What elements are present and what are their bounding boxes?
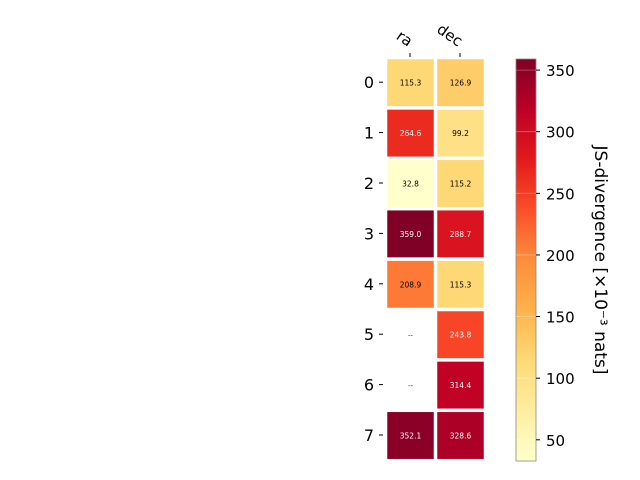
colorbar-tick-label: 350 bbox=[546, 62, 575, 80]
heatmap-cell bbox=[387, 109, 434, 157]
colorbar-tick-label: 300 bbox=[546, 124, 575, 142]
cell-value-label: 115.2 bbox=[450, 180, 472, 189]
cell-value-label: 352.1 bbox=[400, 432, 422, 441]
heatmap-cell bbox=[437, 210, 484, 258]
colorbar-tick-label: 50 bbox=[546, 432, 565, 450]
cell-value-label: 243.8 bbox=[450, 331, 472, 340]
cell-value-label: 328.6 bbox=[450, 432, 472, 441]
cell-value-label: 314.4 bbox=[450, 381, 472, 390]
row-label: 0 bbox=[364, 73, 374, 92]
row-label: 4 bbox=[364, 275, 374, 294]
colorbar: JS-divergence [×10⁻³ nats] 50 100 150 200 25… bbox=[515, 58, 610, 462]
heatmap-cell bbox=[437, 412, 484, 459]
heatmap-cell bbox=[387, 412, 434, 459]
row-label: 7 bbox=[364, 426, 374, 445]
heatmap-grid: ra dec 0 1 2 3 4 5 6 7 115.3 126.9 264.6 99.2 32.8 115.… bbox=[364, 20, 484, 459]
cell-value-label: 99.2 bbox=[452, 129, 469, 138]
heatmap-cell bbox=[437, 160, 484, 207]
cell-value-label: 208.9 bbox=[400, 280, 422, 289]
row-label: 2 bbox=[364, 174, 374, 193]
heatmap-cell bbox=[387, 160, 434, 207]
cell-value-label: 115.3 bbox=[450, 280, 472, 289]
colorbar-tick-label: 150 bbox=[546, 309, 575, 327]
heatmap-cell bbox=[437, 59, 484, 107]
colorbar-tick-label: 200 bbox=[546, 247, 575, 265]
heatmap-cell bbox=[437, 361, 484, 409]
col-label: ra bbox=[393, 27, 416, 51]
row-label: 5 bbox=[364, 325, 374, 344]
cell-value-label: 126.9 bbox=[450, 79, 472, 88]
cell-value-label: 288.7 bbox=[450, 230, 472, 239]
missing-cell-label: -- bbox=[408, 332, 414, 340]
heatmap-cell bbox=[387, 59, 434, 107]
heatmap-cell bbox=[437, 109, 484, 157]
col-label: dec bbox=[434, 20, 466, 50]
heatmap-cell bbox=[387, 210, 434, 258]
row-label: 3 bbox=[364, 224, 374, 243]
heatmap-cell bbox=[437, 260, 484, 308]
colorbar-label: JS-divergence [×10⁻³ nats] bbox=[590, 145, 610, 375]
missing-cell-label: -- bbox=[408, 382, 414, 390]
cell-value-label: 359.0 bbox=[400, 230, 422, 239]
colorbar-gradient bbox=[515, 58, 537, 462]
cell-value-label: 32.8 bbox=[402, 180, 419, 189]
heatmap-cell bbox=[387, 260, 434, 308]
colorbar-tick-label: 100 bbox=[546, 370, 575, 388]
cell-value-label: 115.3 bbox=[400, 79, 422, 88]
row-label: 6 bbox=[364, 376, 374, 395]
heatmap-cell bbox=[437, 311, 484, 359]
cell-value-label: 264.6 bbox=[400, 129, 422, 138]
row-label: 1 bbox=[364, 124, 374, 143]
colorbar-tick-label: 250 bbox=[546, 185, 575, 203]
